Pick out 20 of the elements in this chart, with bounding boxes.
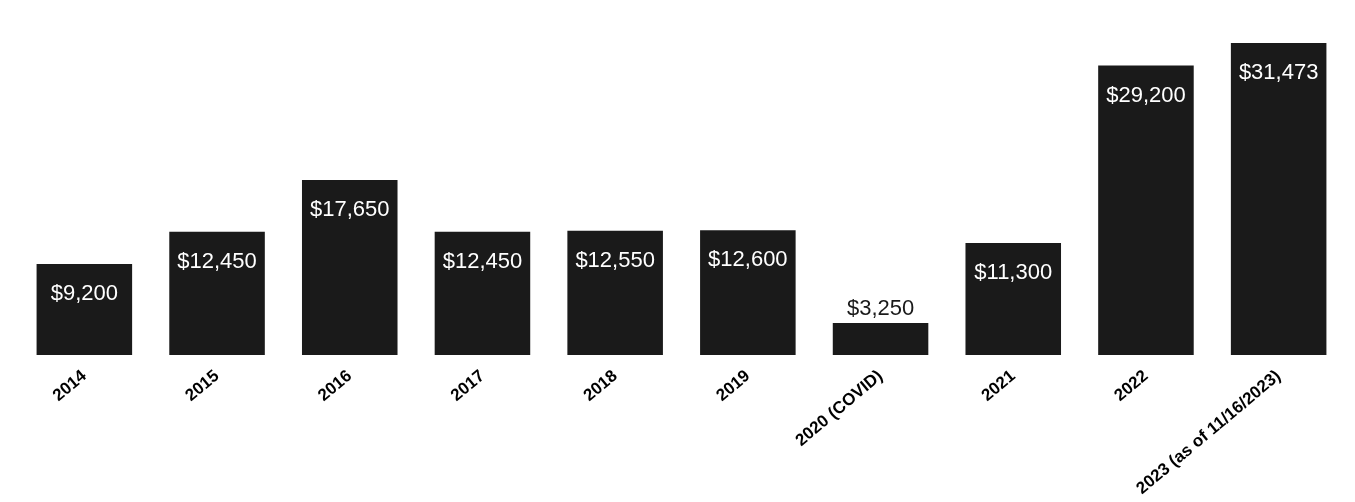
bar: [301, 180, 398, 356]
data-label: $11,300: [974, 259, 1053, 285]
bar: [965, 243, 1062, 356]
bar: [832, 322, 929, 356]
bar: [700, 230, 796, 356]
data-label: $12,600: [708, 246, 788, 272]
bar: [36, 263, 133, 356]
bar: [1230, 42, 1327, 356]
bar: [169, 231, 265, 356]
data-label: $29,200: [1106, 81, 1186, 107]
bar: [567, 230, 663, 356]
data-label: $12,450: [177, 247, 257, 273]
data-label: $17,650: [309, 196, 390, 222]
data-label: $9,200: [50, 279, 118, 305]
data-label: $31,473: [1238, 59, 1319, 85]
data-label: $12,450: [442, 247, 523, 273]
bar: [434, 231, 531, 356]
data-label: $3,250: [846, 294, 915, 320]
bar: [1098, 65, 1194, 356]
data-label: $12,550: [575, 246, 655, 272]
